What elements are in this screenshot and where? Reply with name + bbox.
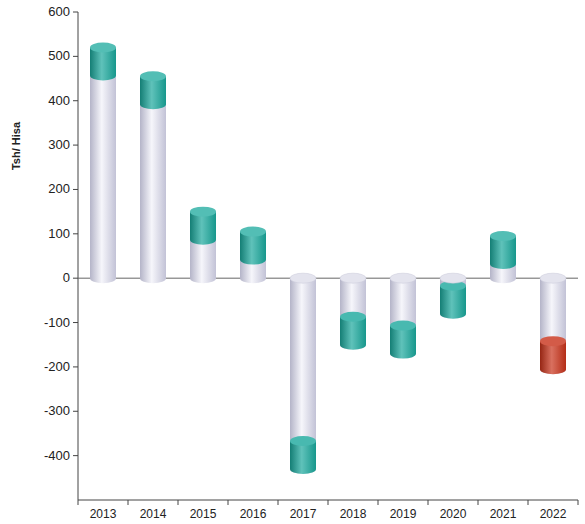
x-tick-label: 2016: [240, 507, 267, 521]
chart-container: -400 -300 -200 -100 0 100 200 300 400 500 600 Tsh/ …: [0, 0, 585, 524]
bar-cap-top: [240, 227, 266, 237]
bar-cap-top: [90, 42, 116, 52]
y-tick: [73, 189, 78, 190]
bar-body: [240, 232, 266, 279]
bar: [440, 273, 466, 318]
y-tick-label: 0: [63, 270, 70, 285]
bar: [240, 227, 266, 284]
bar-top: [290, 273, 316, 283]
bar-top: [540, 273, 566, 283]
x-tick-label: 2018: [340, 507, 367, 521]
bar: [140, 71, 166, 283]
plot-area: [78, 42, 578, 473]
x-tick-label: 2013: [90, 507, 117, 521]
y-tick-label: -400: [44, 448, 70, 463]
bar: [390, 273, 416, 358]
bar-body: [440, 278, 466, 313]
x-tick: [328, 500, 329, 505]
bar-body: [140, 76, 166, 278]
bar-body: [290, 278, 316, 469]
y-tick-label: 400: [48, 93, 70, 108]
x-tick: [178, 500, 179, 505]
bar-cap-top: [290, 436, 316, 446]
bar-cap-top: [390, 321, 416, 331]
bar-body: [340, 278, 366, 345]
x-tick: [428, 500, 429, 505]
bar-top: [340, 273, 366, 283]
x-tick-label: 2020: [440, 507, 467, 521]
bar-cap-top: [490, 231, 516, 241]
x-tick-label: 2014: [140, 507, 167, 521]
bar-body: [490, 236, 516, 278]
y-tick: [73, 56, 78, 57]
y-tick-label: 300: [48, 137, 70, 152]
y-tick-label: 200: [48, 181, 70, 196]
y-tick-label: 100: [48, 226, 70, 241]
y-axis-title: Tsh/ Hisa: [10, 121, 22, 170]
y-tick-label: -200: [44, 359, 70, 374]
x-tick: [578, 500, 579, 505]
y-tick-label: -300: [44, 403, 70, 418]
bar: [540, 273, 566, 374]
bar-body: [390, 278, 416, 353]
y-tick-label: 500: [48, 48, 70, 63]
y-tick-label: 600: [48, 4, 70, 19]
y-tick: [73, 322, 78, 323]
bar-body: [90, 47, 116, 278]
bar-top: [390, 273, 416, 283]
x-tick-label: 2017: [290, 507, 317, 521]
y-tick: [73, 455, 78, 456]
x-tick-label: 2021: [490, 507, 517, 521]
bar-body: [540, 278, 566, 369]
bar-body: [190, 212, 216, 279]
x-tick: [128, 500, 129, 505]
x-tick: [228, 500, 229, 505]
x-tick-label: 2022: [540, 507, 567, 521]
x-tick: [278, 500, 279, 505]
x-tick: [378, 500, 379, 505]
bar: [90, 42, 116, 283]
y-tick: [73, 278, 78, 279]
y-tick: [73, 12, 78, 13]
y-tick: [73, 233, 78, 234]
bar: [190, 207, 216, 284]
bar-cap-top: [190, 207, 216, 217]
bar: [490, 231, 516, 283]
chart-svg: -400 -300 -200 -100 0 100 200 300 400 500 600 Tsh/ …: [0, 0, 585, 524]
bar-top: [440, 273, 466, 283]
x-tick: [478, 500, 479, 505]
bar: [290, 273, 316, 474]
x-tick-label: 2015: [190, 507, 217, 521]
bar: [340, 273, 366, 350]
bar-cap-top: [340, 312, 366, 322]
x-tick: [78, 500, 79, 505]
y-axis: [78, 12, 79, 500]
y-tick: [73, 366, 78, 367]
x-tick: [528, 500, 529, 505]
bar-cap-top: [540, 336, 566, 346]
y-tick-label: -100: [44, 315, 70, 330]
y-tick: [73, 100, 78, 101]
x-tick-label: 2019: [390, 507, 417, 521]
y-tick: [73, 145, 78, 146]
bar-cap-top: [140, 71, 166, 81]
y-tick: [73, 411, 78, 412]
